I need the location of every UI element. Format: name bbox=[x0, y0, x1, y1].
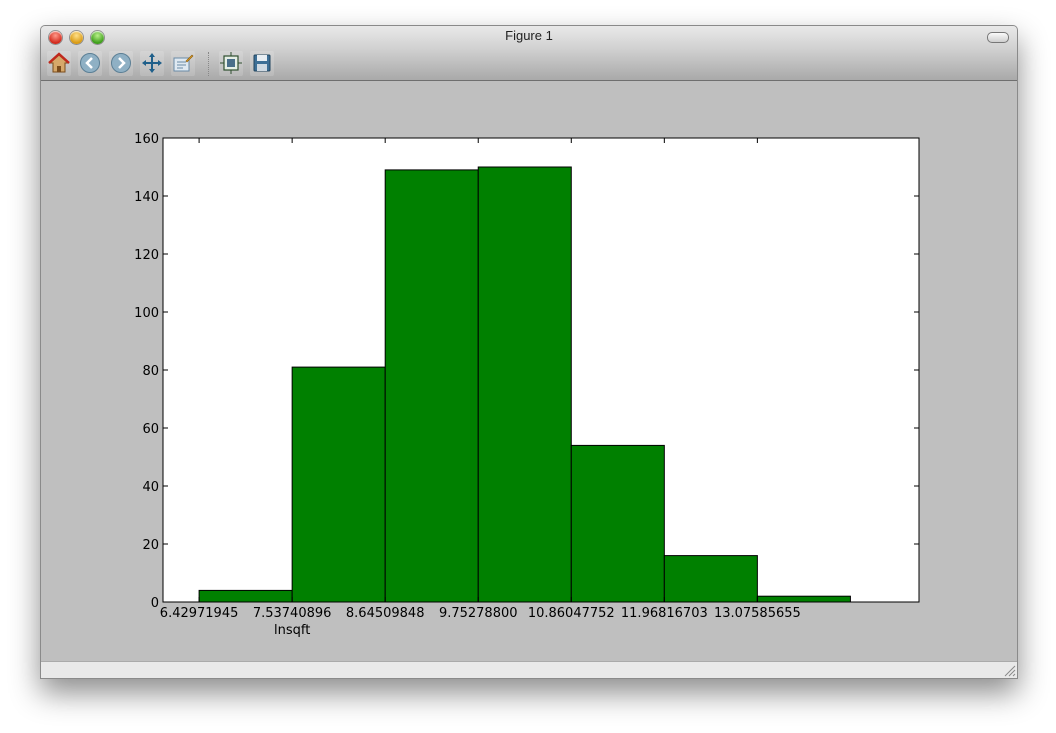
status-bar bbox=[41, 661, 1017, 678]
forward-button[interactable] bbox=[109, 51, 133, 76]
subplots-icon bbox=[220, 52, 242, 74]
zoom-window-button[interactable] bbox=[91, 31, 104, 44]
y-tick-label: 60 bbox=[142, 422, 159, 437]
histogram-bar bbox=[756, 595, 851, 603]
home-button[interactable] bbox=[47, 51, 71, 76]
forward-icon bbox=[111, 53, 131, 73]
subplots-button[interactable] bbox=[219, 51, 243, 76]
pan-button[interactable] bbox=[140, 51, 164, 76]
minimize-window-button[interactable] bbox=[70, 31, 83, 44]
back-icon bbox=[80, 53, 100, 73]
y-tick-label: 120 bbox=[134, 248, 159, 263]
figure-canvas: 0 20 40 60 80 100 120 140 160 6.42971945 7.537408… bbox=[41, 81, 1017, 661]
y-axis-ticks: 0 20 40 60 80 100 120 140 160 bbox=[134, 132, 919, 611]
window-title: Figure 1 bbox=[505, 28, 553, 43]
x-axis-ticks: 6.42971945 7.53740896 8.64509848 9.75278800… bbox=[160, 138, 801, 621]
y-tick-label: 140 bbox=[134, 190, 159, 205]
y-tick-label: 80 bbox=[142, 364, 159, 379]
toolbar-separator bbox=[208, 52, 209, 76]
save-icon bbox=[253, 54, 271, 72]
histogram-bar bbox=[663, 555, 758, 603]
home-icon bbox=[48, 52, 70, 73]
x-tick-label: 11.96816703 bbox=[621, 606, 708, 621]
x-tick-label: 10.86047752 bbox=[528, 606, 615, 621]
y-tick-label: 100 bbox=[134, 306, 159, 321]
y-tick-label: 0 bbox=[151, 596, 159, 611]
y-tick-label: 160 bbox=[134, 132, 159, 147]
histogram-chart: 0 20 40 60 80 100 120 140 160 6.42971945 7.537408… bbox=[134, 132, 920, 638]
pan-icon bbox=[142, 53, 162, 73]
back-button[interactable] bbox=[78, 51, 102, 76]
title-bar: Figure 1 bbox=[41, 26, 1017, 81]
x-tick-label: 7.53740896 bbox=[253, 606, 332, 621]
resize-grip-icon[interactable] bbox=[1003, 664, 1016, 677]
y-tick-label: 40 bbox=[142, 480, 159, 495]
bars-group bbox=[198, 166, 851, 603]
close-window-button[interactable] bbox=[49, 31, 62, 44]
x-axis-label: lnsqft bbox=[274, 623, 310, 638]
x-tick-label: 6.42971945 bbox=[160, 606, 239, 621]
histogram-bar bbox=[570, 444, 665, 603]
figure-window: Figure 1 bbox=[40, 25, 1018, 679]
histogram-bar bbox=[198, 589, 293, 603]
histogram-bar bbox=[291, 366, 386, 603]
x-tick-label: 8.64509848 bbox=[346, 606, 425, 621]
y-tick-label: 20 bbox=[142, 538, 159, 553]
zoom-rect-icon bbox=[173, 54, 194, 72]
histogram-bar bbox=[384, 169, 479, 603]
zoom-to-rect-button[interactable] bbox=[171, 51, 195, 76]
x-tick-label: 9.75278800 bbox=[439, 606, 518, 621]
histogram-bar bbox=[477, 166, 572, 603]
save-button[interactable] bbox=[250, 51, 274, 76]
x-tick-label: 13.07585655 bbox=[714, 606, 801, 621]
toolbar-toggle-button[interactable] bbox=[987, 32, 1009, 43]
